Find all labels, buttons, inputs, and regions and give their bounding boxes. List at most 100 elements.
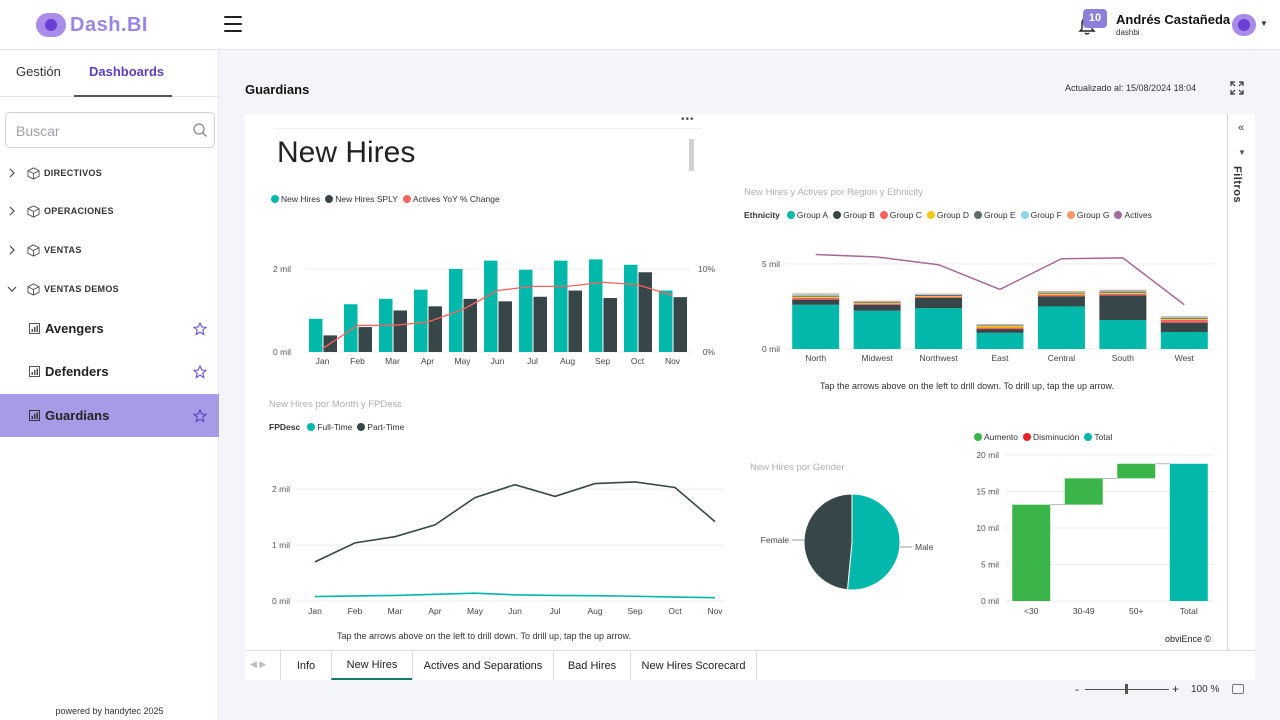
stack-segment	[1160, 318, 1208, 319]
stack-segment	[1099, 291, 1147, 293]
legend-label: Group B	[843, 210, 875, 220]
line-full-time	[314, 592, 716, 599]
star-icon[interactable]	[193, 408, 207, 423]
waterfall-chart[interactable]: 0 mil 5 mil 10 mil 15 mil 20 mil <30 30-49 50+ T…	[965, 449, 1220, 619]
filter-funnel-icon: ▼	[1238, 148, 1246, 157]
stack-segment	[1037, 291, 1085, 293]
page-nav-arrows-icon[interactable]: ◀ ▶	[250, 659, 267, 669]
page-tab-new-hires[interactable]: New Hires	[331, 651, 412, 680]
pie-slice-male	[846, 493, 901, 591]
y-tick-label: 5 mil	[981, 560, 999, 570]
page-tab-info[interactable]: Info	[280, 651, 331, 680]
hires-by-month-chart[interactable]: 0 mil 2 mil 0% 10% Jan Feb Mar Apr May Jun Jul Aug S…	[245, 234, 720, 374]
hires-by-gender-chart[interactable]: Male Female	[740, 484, 960, 604]
stack-segment	[1099, 292, 1147, 294]
stack-segment	[915, 297, 963, 309]
x-tick-label: Northwest	[919, 353, 958, 363]
hires-by-fpdesc-legend: FPDesc Full-Time Part-Time	[269, 422, 404, 432]
user-name[interactable]: Andrés Castañeda	[1116, 12, 1231, 27]
tab-gestion[interactable]: Gestión	[16, 64, 61, 79]
bar-new-hires	[414, 289, 428, 352]
sidebar-group-ventas-demos[interactable]: VENTAS DEMOS	[0, 277, 219, 301]
legend-item[interactable]: New Hires	[271, 194, 320, 204]
cube-icon	[27, 204, 40, 218]
fit-to-page-icon[interactable]	[1232, 684, 1244, 694]
sidebar-item-guardians[interactable]: Guardians	[0, 394, 219, 437]
zoom-bar: - + 100 %	[1070, 682, 1260, 698]
zoom-out-button[interactable]: -	[1075, 682, 1079, 696]
sidebar-item-defenders[interactable]: Defenders	[0, 350, 219, 393]
user-org: dashbi	[1116, 28, 1140, 37]
x-tick-label: Feb	[348, 606, 363, 616]
page-tab-actives-separations[interactable]: Actives and Separations	[412, 651, 553, 680]
bar-new-hires	[309, 318, 323, 352]
page-tab-bad-hires[interactable]: Bad Hires	[553, 651, 630, 680]
title-scrollbar[interactable]	[689, 139, 694, 171]
search-icon[interactable]	[192, 122, 208, 138]
zoom-slider-handle[interactable]	[1125, 684, 1128, 694]
legend-item[interactable]: Aumento	[974, 432, 1018, 442]
stack-segment	[792, 297, 840, 300]
caret-down-icon[interactable]: ▼	[1260, 19, 1268, 28]
app-logo[interactable]: Dash.BI	[36, 13, 148, 37]
legend-item[interactable]: Group A	[786, 210, 828, 220]
sidebar-group-operaciones[interactable]: OPERACIONES	[0, 199, 219, 223]
legend-label: Aumento	[984, 432, 1019, 442]
hires-by-fpdesc-chart[interactable]: 0 mil 1 mil 2 mil Jan Feb Mar Apr May Jun Jul Aug S…	[245, 459, 735, 619]
legend-item[interactable]: Group B	[833, 210, 875, 220]
legend-item[interactable]: Actives	[1114, 210, 1152, 220]
legend-item[interactable]: Group G	[1066, 210, 1109, 220]
sidebar-group-directivos[interactable]: DIRECTIVOS	[0, 161, 219, 185]
legend-item[interactable]: Disminución	[1023, 432, 1079, 442]
stack-segment	[1099, 320, 1147, 349]
x-tick-label: May	[467, 606, 484, 616]
sidebar-item-label: Guardians	[45, 408, 110, 423]
sidebar-item-avengers[interactable]: Avengers	[0, 307, 219, 350]
search-input[interactable]: Buscar	[5, 112, 215, 148]
waterfall-bar	[1012, 504, 1051, 601]
legend-item[interactable]: New Hires SPLY	[325, 194, 398, 204]
stack-segment	[1160, 319, 1208, 323]
fullscreen-icon[interactable]	[1230, 81, 1244, 95]
y-tick-label: 2 mil	[273, 264, 291, 274]
y-tick-label: 15 mil	[976, 487, 999, 497]
notification-badge[interactable]: 10	[1083, 9, 1107, 28]
legend-item[interactable]: Group C	[879, 210, 922, 220]
y-tick-label: 0 mil	[273, 347, 291, 357]
legend-dot	[1023, 433, 1032, 441]
collapse-filters-icon[interactable]: «	[1238, 122, 1245, 134]
x-tick-label: May	[454, 356, 471, 366]
x-tick-label: Mar	[385, 356, 400, 366]
x-tick-label: South	[1112, 353, 1134, 363]
sidebar-group-ventas[interactable]: VENTAS	[0, 238, 219, 262]
legend-item[interactable]: Part-Time	[357, 422, 404, 432]
legend-item[interactable]: Full-Time	[307, 422, 352, 432]
more-options-icon[interactable]: •••	[681, 114, 695, 125]
bar-new-hires-sply	[638, 272, 652, 352]
filters-pane[interactable]: « ▼ Filtros	[1227, 114, 1255, 650]
legend-item[interactable]: Group D	[926, 210, 969, 220]
x-tick-label: 30-49	[1073, 606, 1095, 616]
page-tab-scorecard[interactable]: New Hires Scorecard	[630, 651, 757, 680]
stack-segment	[915, 293, 963, 295]
legend-item[interactable]: Group F	[1020, 210, 1062, 220]
line-actives	[815, 253, 1185, 306]
x-tick-label: Jan	[316, 356, 330, 366]
sidebar-item-label: Defenders	[45, 364, 109, 379]
legend-item[interactable]: Total	[1084, 432, 1112, 442]
hamburger-menu-icon[interactable]	[224, 16, 242, 32]
avatar[interactable]	[1232, 14, 1256, 36]
star-icon[interactable]	[193, 364, 207, 379]
stack-segment	[915, 296, 963, 298]
pie-label-female: Female	[761, 535, 790, 545]
region-ethnicity-chart[interactable]: 0 mil 5 mil North Midwest Northwest East Centr…	[735, 232, 1227, 367]
stack-segment	[915, 295, 963, 297]
stack-segment	[1160, 316, 1208, 317]
x-tick-label: Jun	[491, 356, 505, 366]
zoom-in-button[interactable]: +	[1172, 682, 1180, 696]
legend-item[interactable]: Group E	[974, 210, 1016, 220]
star-icon[interactable]	[193, 321, 207, 336]
tab-dashboards[interactable]: Dashboards	[89, 64, 165, 79]
legend-item[interactable]: Actives YoY % Change	[402, 194, 500, 204]
stack-segment	[792, 295, 840, 297]
